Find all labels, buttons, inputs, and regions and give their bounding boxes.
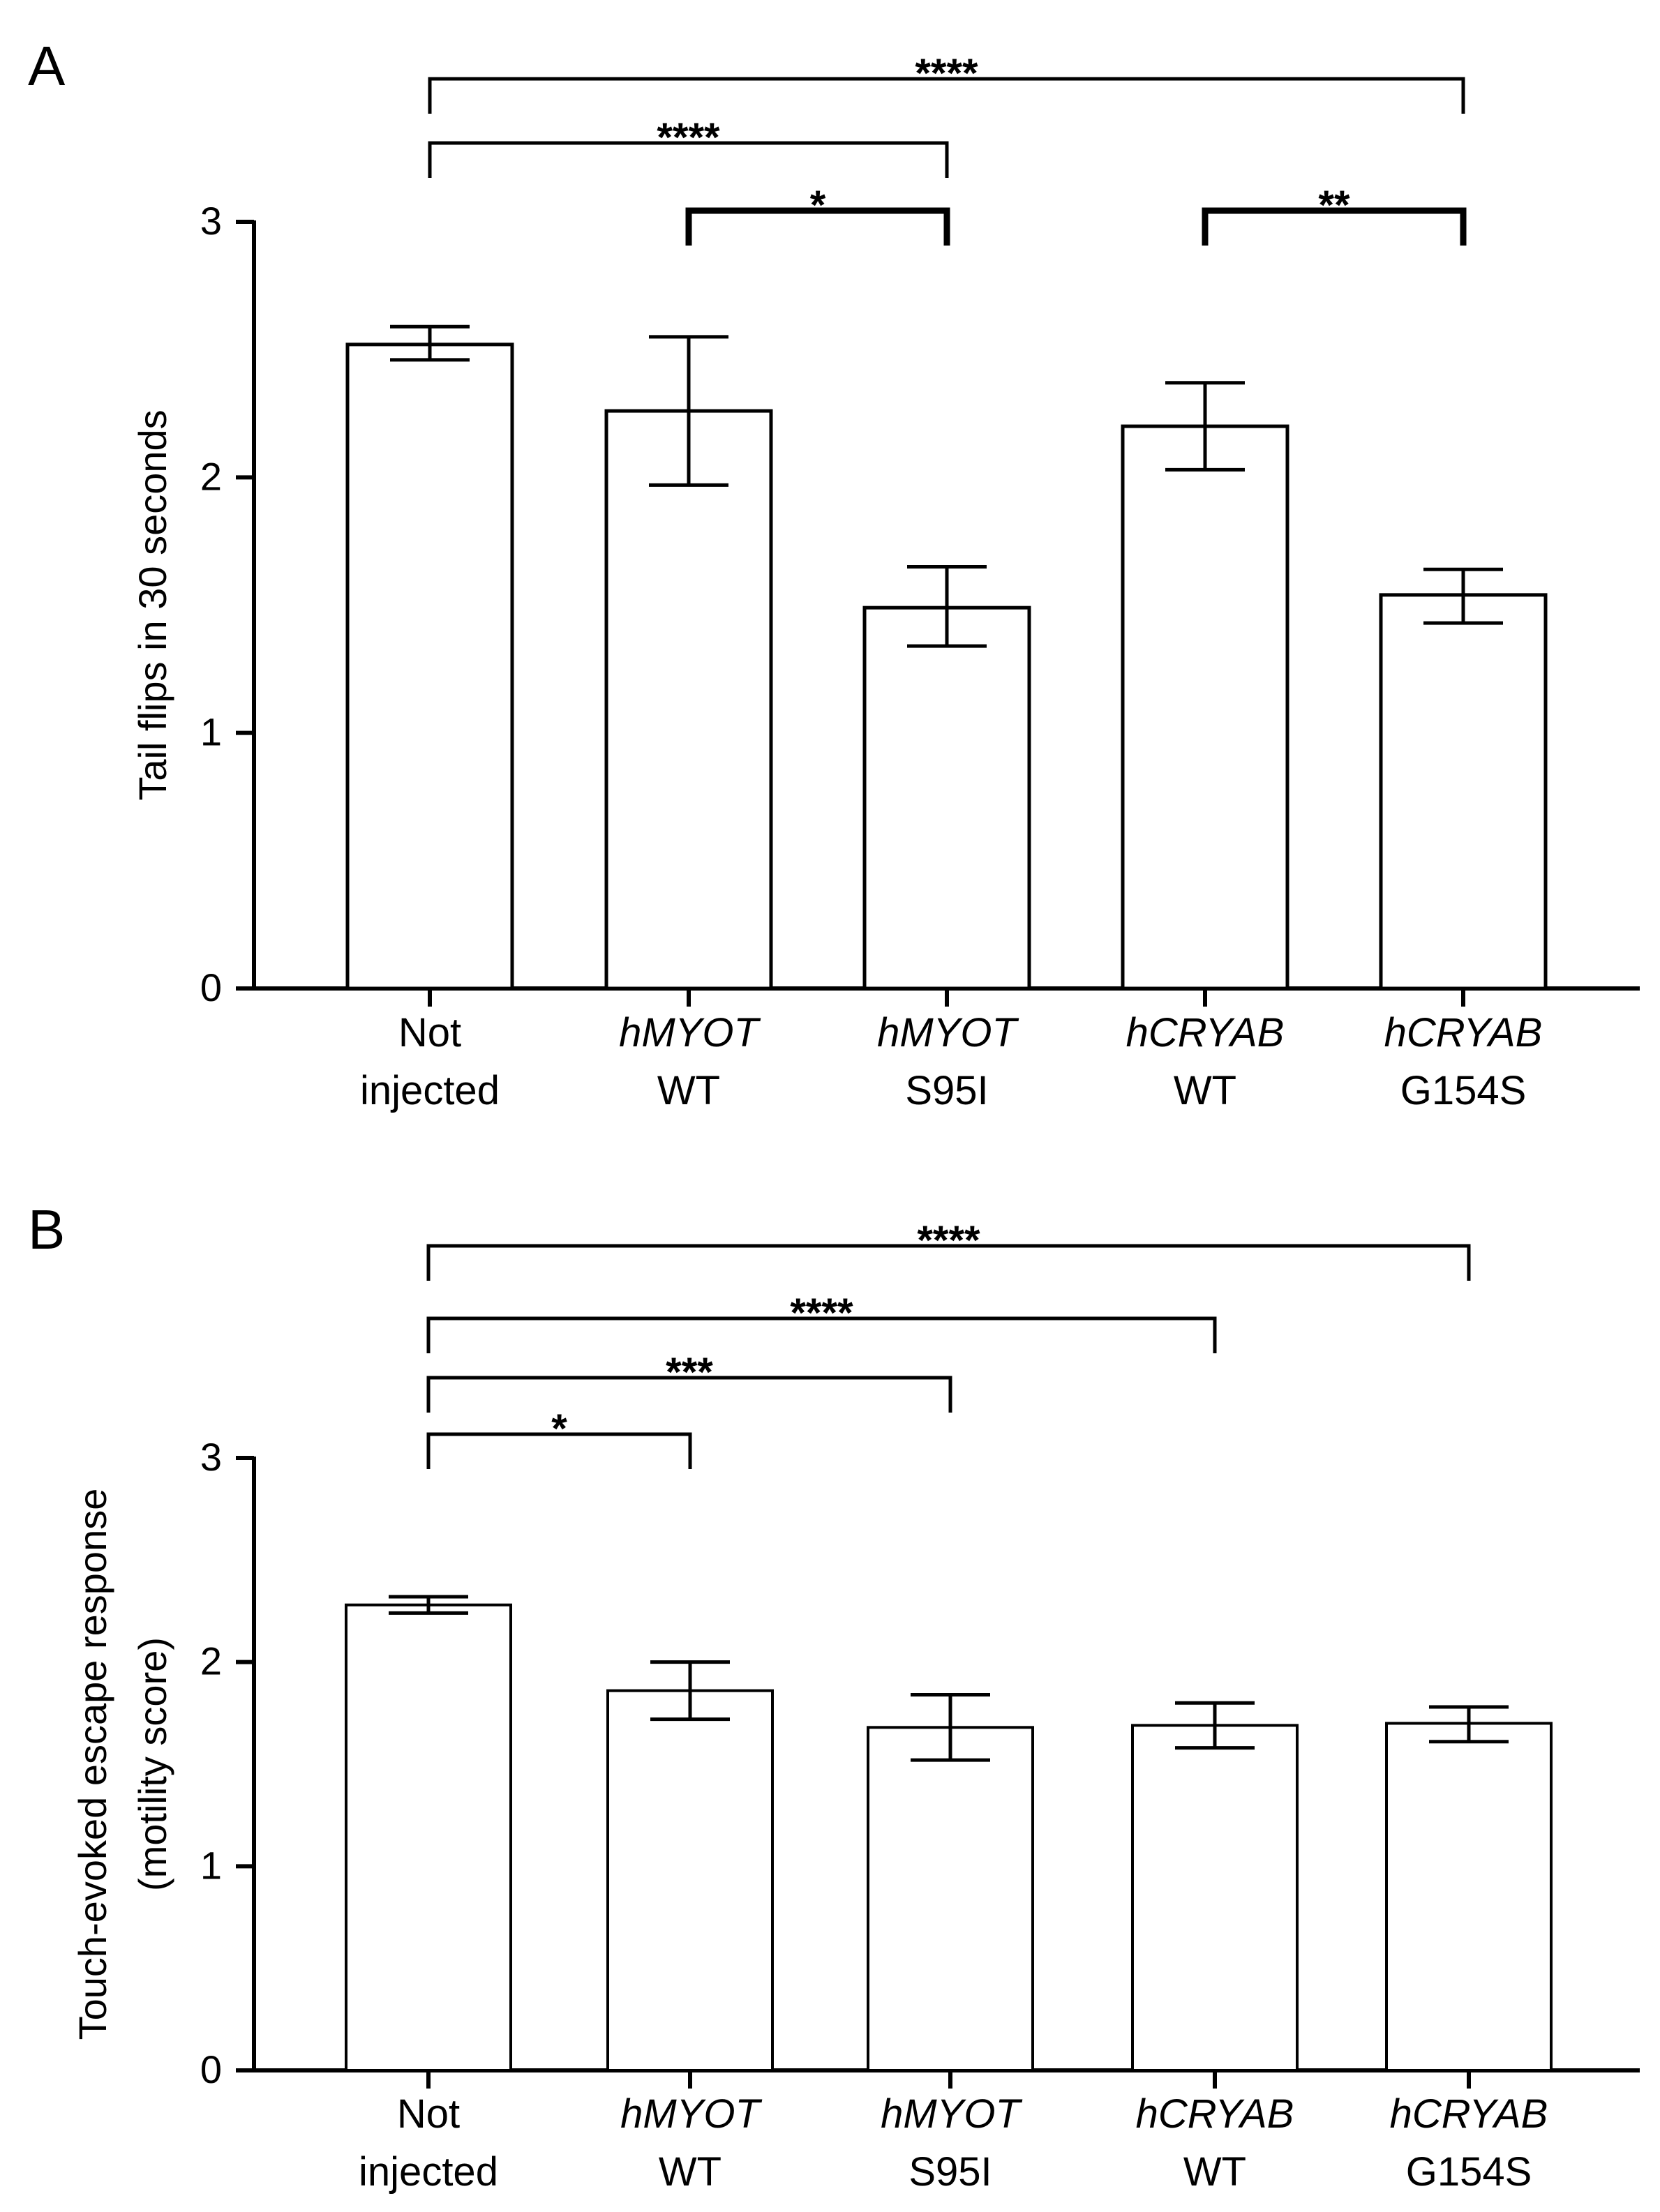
y-tick-label: 2 <box>200 454 222 498</box>
x-tick-label-line2: G154S <box>1406 2149 1532 2195</box>
x-tick-label-line2: WT <box>1183 2149 1246 2195</box>
x-tick-label-gene: hCRYAB <box>1126 1010 1285 1055</box>
y-tick-label: 3 <box>200 1435 222 1479</box>
x-tick-label-line2: S95I <box>905 1068 988 1113</box>
significance-label: **** <box>790 1291 853 1336</box>
x-tick-label-gene: hMYOT <box>619 1010 761 1055</box>
panel-b: B 0 1 2 3 Touch-evoked escape response (motili… <box>28 1198 1640 2195</box>
bar <box>1131 1724 1299 2072</box>
bar <box>1385 1722 1553 2072</box>
x-tick-label-line2: S95I <box>908 2149 992 2195</box>
bar <box>606 1689 774 2072</box>
y-axis-label-2: (motility score) <box>130 1637 174 1891</box>
y-tick-label: 0 <box>200 965 222 1009</box>
bar <box>862 605 1031 991</box>
y-tick-label: 1 <box>200 1843 222 1887</box>
significance-bracket <box>426 1316 1217 1353</box>
significance-label: * <box>810 183 826 228</box>
significance-bracket <box>685 207 950 246</box>
significance-bracket <box>428 141 949 178</box>
significance-label: *** <box>666 1350 713 1395</box>
y-tick-label: 1 <box>200 710 222 754</box>
x-tick-label-gene: hMYOT <box>881 2091 1022 2137</box>
x-tick-label-gene: hMYOT <box>877 1010 1019 1055</box>
x-tick-label-line2: injected <box>359 2149 498 2195</box>
y-axis-label: Touch-evoked escape response <box>70 1489 114 2040</box>
significance-bracket <box>428 77 1465 114</box>
bar <box>1379 593 1548 991</box>
x-tick-label-line1: Not <box>398 1010 461 1055</box>
x-tick-label-gene: hCRYAB <box>1384 1010 1543 1055</box>
bar <box>1121 424 1289 991</box>
significance-label: **** <box>657 115 720 160</box>
bar <box>867 1726 1034 2072</box>
x-tick-label-line2: WT <box>657 1068 720 1113</box>
panel-a: A 0 1 2 3 Tail flips in 30 seconds Not injected… <box>28 35 1640 1113</box>
y-tick-label: 3 <box>200 199 222 243</box>
significance-label: * <box>551 1406 567 1452</box>
x-tick-label-line2: WT <box>1174 1068 1236 1113</box>
significance-bracket <box>1202 207 1467 246</box>
significance-label: **** <box>917 1218 980 1263</box>
significance-label: ** <box>1318 183 1350 228</box>
x-tick-label-line1: Not <box>397 2091 460 2137</box>
x-tick-label-gene: hMYOT <box>620 2091 762 2137</box>
panel-label: B <box>28 1198 65 1261</box>
y-axis-label: Tail flips in 30 seconds <box>130 409 174 800</box>
panel-label: A <box>28 35 66 97</box>
y-tick-label: 2 <box>200 1639 222 1683</box>
significance-bracket <box>426 1432 692 1469</box>
x-tick-label-line2: injected <box>360 1068 500 1113</box>
bar <box>345 1603 512 2072</box>
y-tick-label: 0 <box>200 2047 222 2091</box>
significance-bracket <box>426 1376 952 1413</box>
significance-bracket <box>426 1244 1471 1281</box>
significance-label: **** <box>915 51 978 96</box>
x-tick-label-gene: hCRYAB <box>1136 2091 1294 2137</box>
x-tick-label-gene: hCRYAB <box>1390 2091 1548 2137</box>
bar <box>604 409 773 991</box>
x-tick-label-line2: WT <box>659 2149 721 2195</box>
x-tick-label-line2: G154S <box>1400 1068 1527 1113</box>
bar <box>345 343 514 991</box>
